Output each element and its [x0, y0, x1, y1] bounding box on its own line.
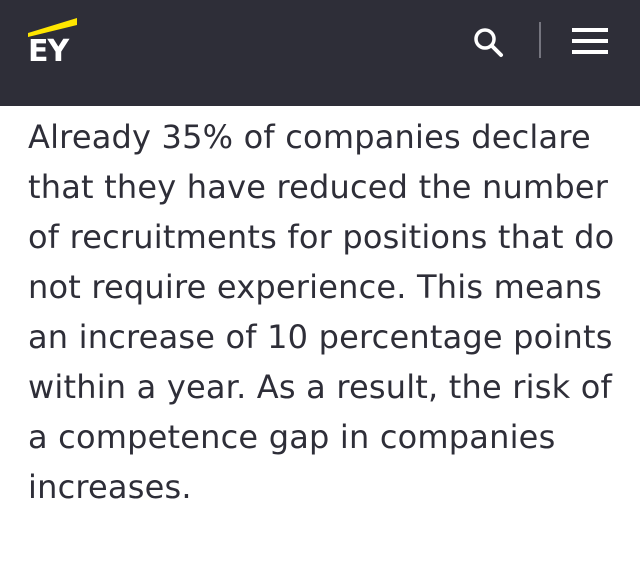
header-divider	[539, 22, 541, 58]
search-button[interactable]	[470, 24, 508, 62]
menu-icon	[572, 28, 608, 54]
logo-text: EY	[28, 34, 69, 69]
article-paragraph: Already 35% of companies declare that th…	[28, 118, 615, 506]
site-header: EY	[0, 0, 640, 106]
logo-beam-icon	[28, 18, 77, 37]
menu-button[interactable]	[568, 24, 612, 58]
search-icon	[474, 28, 503, 57]
ey-logo[interactable]: EY	[28, 18, 78, 70]
